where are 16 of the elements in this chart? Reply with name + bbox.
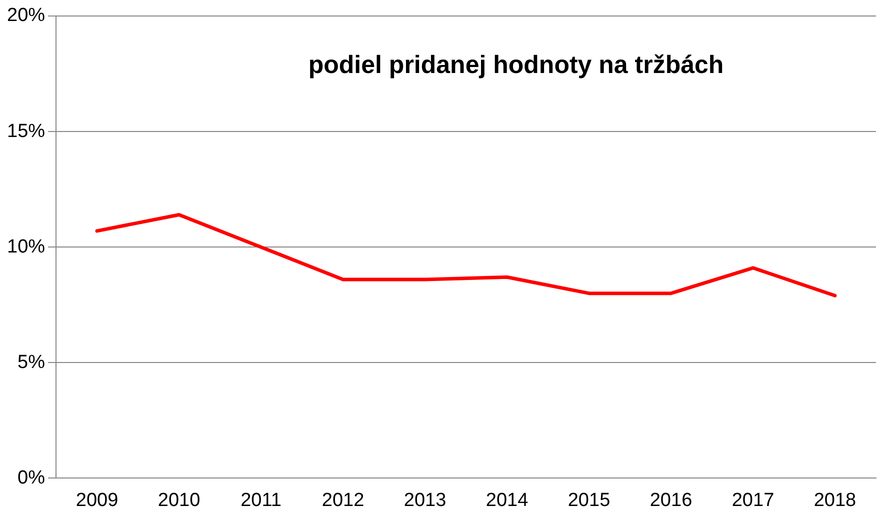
x-tick-label: 2014 bbox=[486, 490, 529, 511]
y-tick-label: 15% bbox=[6, 120, 46, 142]
x-tick-label: 2009 bbox=[76, 490, 118, 511]
x-tick-label: 2017 bbox=[732, 490, 774, 511]
x-tick-label: 2013 bbox=[404, 490, 446, 511]
y-tick-label: 0% bbox=[18, 467, 46, 488]
x-tick-label: 2012 bbox=[322, 490, 364, 511]
x-tick-label: 2011 bbox=[240, 490, 282, 511]
x-tick-label: 2015 bbox=[568, 490, 610, 511]
x-tick-label: 2010 bbox=[158, 490, 200, 511]
text: podiel pridanej hodnoty na tržbách bbox=[308, 50, 724, 79]
y-tick-label: 5% bbox=[18, 352, 46, 373]
y-tick-label: 10% bbox=[6, 236, 46, 258]
y-tick-label: 20% bbox=[6, 5, 46, 26]
x-tick-label: 2016 bbox=[650, 490, 692, 511]
x-tick-label: 2018 bbox=[814, 490, 856, 511]
